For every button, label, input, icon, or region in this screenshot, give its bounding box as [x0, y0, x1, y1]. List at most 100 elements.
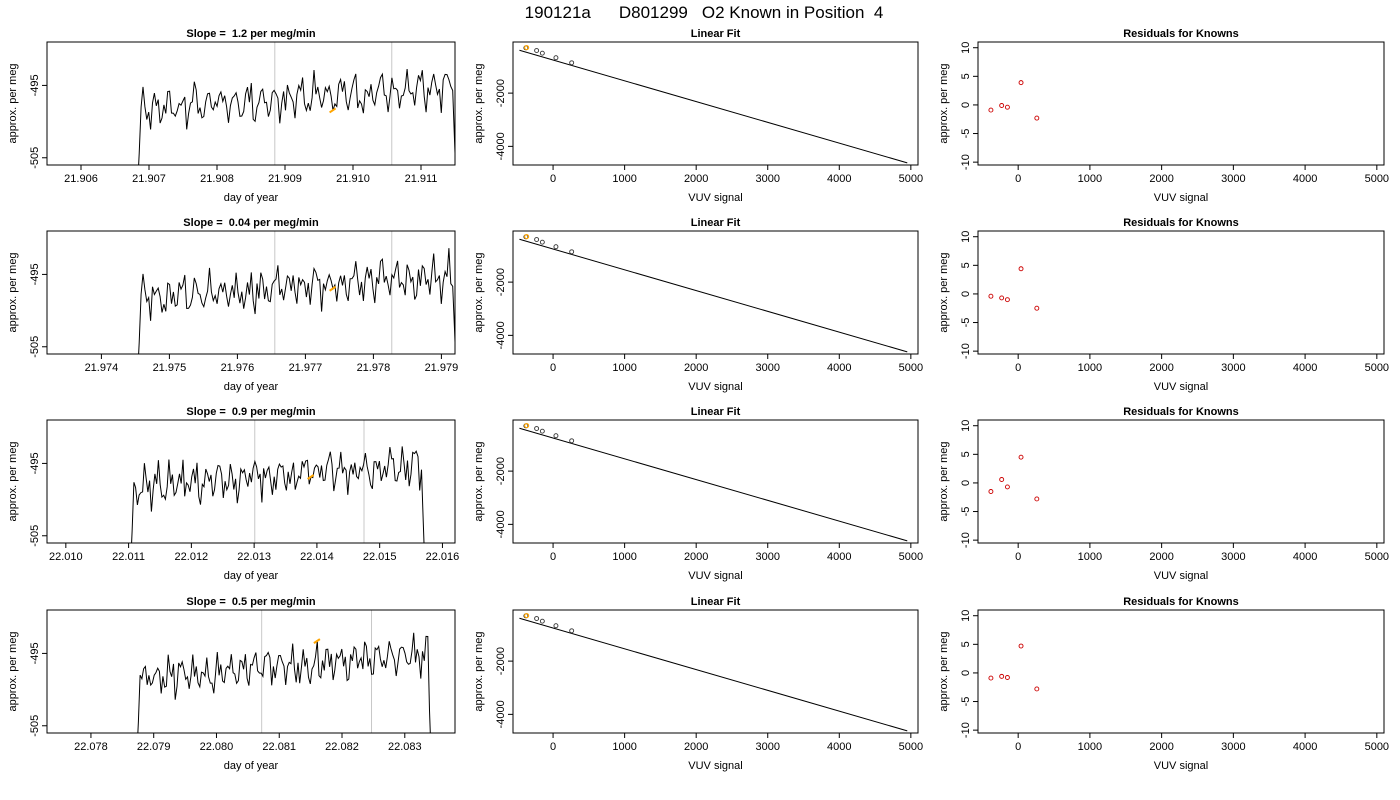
slope-value: 1.2 [232, 28, 247, 40]
data-point [1034, 305, 1040, 311]
data-point [534, 237, 540, 242]
fit-line [519, 427, 908, 542]
x-tick-label: 0 [1015, 362, 1021, 374]
x-tick-label: 5000 [1365, 741, 1389, 753]
x-tick-label: 2000 [684, 741, 708, 753]
y-axis-label: approx. per meg [7, 252, 19, 332]
x-tick-label: 0 [550, 551, 556, 563]
panel-title: Residuals for Knowns [1123, 406, 1239, 418]
series-line [138, 69, 455, 165]
x-tick-label: 3000 [1221, 551, 1245, 563]
plot-frame [977, 419, 1385, 544]
y-tick-label: -5 [960, 697, 972, 707]
x-tick-label: 22.014 [300, 551, 334, 563]
panel-title: Slope = 1.2 per meg/min [186, 28, 316, 40]
x-tick-label: 5000 [899, 551, 923, 563]
plot-area [138, 231, 455, 354]
x-tick-label: 0 [550, 362, 556, 374]
series-line [137, 632, 431, 733]
x-axis-label: day of year [224, 192, 279, 204]
y-tick-label: 0 [960, 102, 972, 108]
y-tick-label: 10 [960, 610, 972, 622]
x-tick-label: 22.080 [200, 741, 234, 753]
panel-title: Slope = 0.9 per meg/min [186, 406, 316, 418]
data-point [553, 623, 559, 629]
x-tick-label: 1000 [1078, 551, 1102, 563]
panel-r2-c0: Slope = 0.9 per meg/min 22.010 22.011 22.01… [7, 406, 459, 582]
data-point [553, 244, 559, 250]
data-point [569, 249, 575, 255]
x-tick-label: 3000 [755, 741, 779, 753]
plot-area [519, 44, 908, 164]
x-axis-label: VUV signal [688, 760, 742, 772]
y-tick-label: -2000 [495, 647, 507, 675]
plot-area [988, 643, 1040, 692]
x-tick-label: 21.909 [268, 173, 302, 185]
x-tick-label: 3000 [1221, 173, 1245, 185]
x-tick-label: 2000 [684, 551, 708, 563]
y-tick-label: 5 [960, 73, 972, 79]
y-tick-label: -2000 [495, 268, 507, 296]
plot-area [988, 454, 1040, 502]
data-point [569, 438, 575, 444]
x-tick-label: 21.974 [85, 362, 119, 374]
data-point [988, 489, 994, 494]
series-line [131, 446, 425, 543]
x-tick-label: 3000 [1221, 362, 1245, 374]
data-point [569, 628, 575, 634]
fit-line [519, 617, 908, 732]
data-point [1034, 115, 1040, 121]
data-point [1004, 297, 1010, 303]
y-axis-label: approx. per meg [7, 441, 19, 521]
y-tick-label: -5 [960, 129, 972, 139]
data-point [539, 50, 545, 56]
highlight-point [523, 422, 530, 429]
x-tick-label: 3000 [755, 173, 779, 185]
x-tick-label: 2000 [684, 362, 708, 374]
x-tick-label: 2000 [1149, 741, 1173, 753]
x-tick-label: 5000 [1365, 551, 1389, 563]
x-axis-label: day of year [224, 760, 279, 772]
x-tick-label: 1000 [612, 741, 636, 753]
plot-area [137, 610, 431, 733]
plot-frame [512, 419, 919, 544]
x-tick-label: 5000 [899, 362, 923, 374]
data-point [1034, 686, 1040, 692]
y-tick-label: -2000 [495, 79, 507, 107]
x-tick-label: 2000 [1149, 362, 1173, 374]
y-tick-label: -505 [29, 147, 41, 169]
y-tick-label: -505 [29, 336, 41, 358]
x-tick-label: 3000 [1221, 741, 1245, 753]
data-point [1018, 266, 1024, 272]
x-axis-label: day of year [224, 381, 279, 393]
y-axis-label: approx. per meg [938, 441, 950, 521]
slope-value: 0.5 [232, 596, 247, 608]
panel-r3-c2: Residuals for Knowns 0 1000 2000 3000 4000 500… [938, 596, 1389, 772]
x-tick-label: 22.015 [363, 551, 397, 563]
data-point [534, 426, 540, 431]
y-tick-label: -4000 [495, 700, 507, 728]
panel-r3-c0: Slope = 0.5 per meg/min 22.078 22.079 22.08… [7, 596, 456, 772]
x-tick-label: 22.010 [49, 551, 83, 563]
panel-title: Residuals for Knowns [1123, 217, 1239, 229]
y-tick-label: -10 [960, 532, 972, 548]
x-tick-label: 1000 [612, 551, 636, 563]
panel-title: Slope = 0.04 per meg/min [183, 217, 319, 229]
y-tick-label: -5 [960, 318, 972, 328]
highlight-point [523, 44, 530, 51]
panel-r1-c0: Slope = 0.04 per meg/min 21.974 21.975 21.9… [7, 217, 458, 393]
y-tick-label: -495 [29, 263, 41, 285]
x-tick-label: 21.911 [405, 173, 438, 185]
slope-prefix: Slope = [186, 596, 229, 608]
slope-units: per meg/min [247, 28, 316, 40]
plot-frame [977, 41, 1385, 166]
plot-area [988, 266, 1040, 311]
x-tick-label: 4000 [1293, 362, 1317, 374]
x-tick-label: 4000 [827, 741, 851, 753]
slope-units: per meg/min [247, 596, 316, 608]
x-tick-label: 21.977 [289, 362, 323, 374]
x-axis-label: VUV signal [1154, 760, 1208, 772]
slope-units: per meg/min [247, 406, 316, 418]
x-tick-label: 22.012 [175, 551, 209, 563]
